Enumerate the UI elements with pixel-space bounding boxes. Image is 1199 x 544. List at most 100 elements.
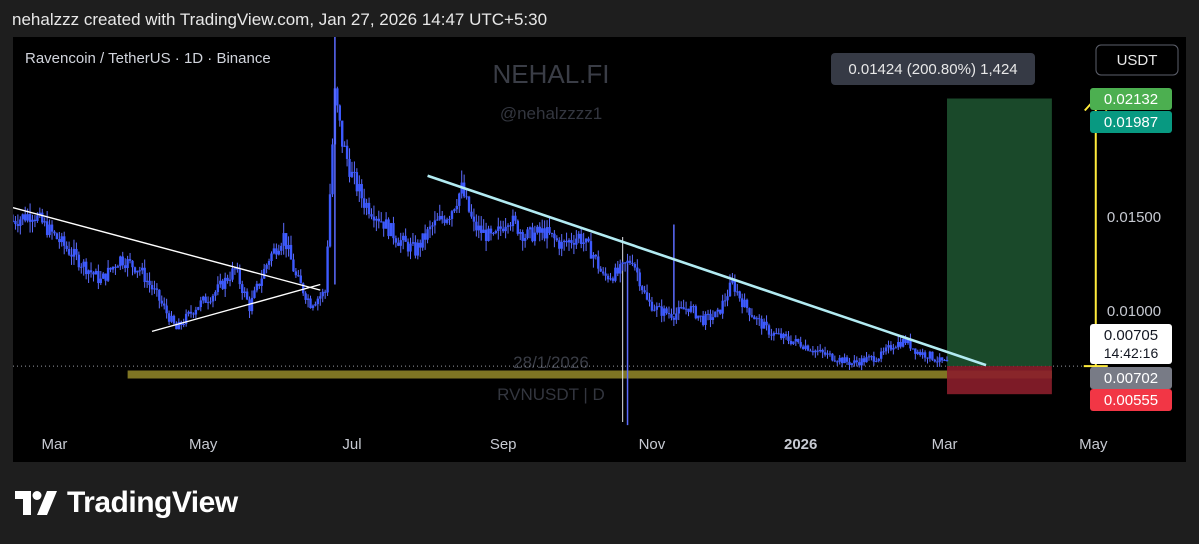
candle-body xyxy=(275,248,278,255)
candle-body xyxy=(350,171,354,177)
candle-body xyxy=(299,275,302,284)
candle-body xyxy=(150,285,154,290)
candle-body xyxy=(909,339,912,349)
candle-body xyxy=(731,279,734,283)
candle-body xyxy=(911,348,915,350)
candle-body xyxy=(840,357,844,364)
candle-body xyxy=(70,254,73,257)
candle-body xyxy=(292,259,295,272)
candle-body xyxy=(521,232,524,241)
candle-body xyxy=(765,321,768,326)
x-tick-label: 2026 xyxy=(784,436,817,453)
candle-body xyxy=(131,260,134,268)
candle-body xyxy=(877,358,880,361)
candle-body xyxy=(872,356,876,362)
symbol-title[interactable]: Ravencoin / TetherUS · 1D · Binance xyxy=(25,50,271,67)
chart-area[interactable]: NEHAL.FI @nehalzzzz1 RVNUSDT | D 28/1/2026 … xyxy=(13,37,1186,462)
candle-body xyxy=(441,215,444,220)
candle-body xyxy=(506,225,510,227)
x-tick-label: Sep xyxy=(490,436,517,453)
candle-body xyxy=(119,256,122,267)
candle-body xyxy=(804,345,807,349)
candle-body xyxy=(87,270,90,275)
candle-body xyxy=(43,221,46,223)
candle-body xyxy=(497,226,500,232)
candle-body xyxy=(867,356,871,358)
candle-body xyxy=(548,227,551,233)
candle-body xyxy=(353,171,356,173)
candle-body xyxy=(884,347,888,352)
candle-body xyxy=(770,334,773,336)
candle-body xyxy=(926,357,929,359)
price-tag: 0.01987 xyxy=(1090,111,1172,133)
candle-body xyxy=(233,268,237,270)
candle-body xyxy=(165,305,168,314)
candle-body xyxy=(267,261,271,265)
candle-body xyxy=(136,270,139,273)
candle-body xyxy=(689,306,693,312)
x-tick-label: Mar xyxy=(42,436,68,453)
candle-body xyxy=(482,229,485,233)
candle-body xyxy=(162,303,166,306)
candle-body xyxy=(336,88,339,106)
x-tick-label: Jul xyxy=(342,436,361,453)
candle-body xyxy=(692,306,695,308)
candle-body xyxy=(760,319,763,329)
candle-body xyxy=(648,299,651,302)
watermark-symbol: RVNUSDT | D xyxy=(497,385,605,404)
candle-body xyxy=(504,226,507,232)
candle-body xyxy=(658,306,661,308)
candle-body xyxy=(63,236,66,246)
candle-body xyxy=(665,308,668,314)
triangle-lower-line xyxy=(151,283,321,333)
candle-body xyxy=(160,300,163,304)
candle-body xyxy=(304,293,307,300)
candle-body xyxy=(270,253,273,262)
candle-body xyxy=(114,266,117,268)
candle-body xyxy=(818,349,822,352)
candle-body xyxy=(860,358,863,366)
candle-body xyxy=(111,266,115,270)
candle-body xyxy=(855,360,858,363)
candle-body xyxy=(938,357,941,362)
candle-body xyxy=(484,229,488,241)
x-tick-label: Nov xyxy=(639,436,666,453)
candle-body xyxy=(889,345,893,350)
candle-body xyxy=(445,219,449,223)
candle-body xyxy=(33,219,37,222)
candle-body xyxy=(682,307,685,310)
candle-body xyxy=(538,226,541,233)
candle-body xyxy=(901,338,905,347)
support-zone xyxy=(127,370,1052,379)
candle-body xyxy=(104,273,107,281)
candle-body xyxy=(280,245,283,251)
candle-body xyxy=(458,193,461,206)
candle-body xyxy=(433,220,437,226)
candle-body xyxy=(97,270,100,284)
candle-body xyxy=(643,290,646,293)
candle-body xyxy=(38,212,42,216)
candle-body xyxy=(921,352,924,355)
candle-body xyxy=(338,105,341,121)
candle-body xyxy=(599,268,602,272)
candle-body xyxy=(684,308,688,310)
candle-body xyxy=(826,353,829,355)
candle-body xyxy=(214,292,217,296)
candle-body xyxy=(721,300,724,314)
price-tag-box xyxy=(1090,111,1172,133)
candle-body xyxy=(48,224,51,236)
candle-body xyxy=(189,311,193,314)
candle-body xyxy=(277,250,281,255)
candle-body xyxy=(843,357,846,364)
candle-body xyxy=(248,299,251,312)
candle-body xyxy=(767,325,771,335)
currency-button[interactable]: USDT xyxy=(1095,44,1179,76)
candle-body xyxy=(21,214,24,220)
candle-body xyxy=(187,311,190,314)
candle-body xyxy=(194,309,198,315)
candle-body xyxy=(480,225,483,233)
candle-body xyxy=(562,240,566,242)
candle-body xyxy=(175,323,178,330)
candle-body xyxy=(787,336,790,341)
